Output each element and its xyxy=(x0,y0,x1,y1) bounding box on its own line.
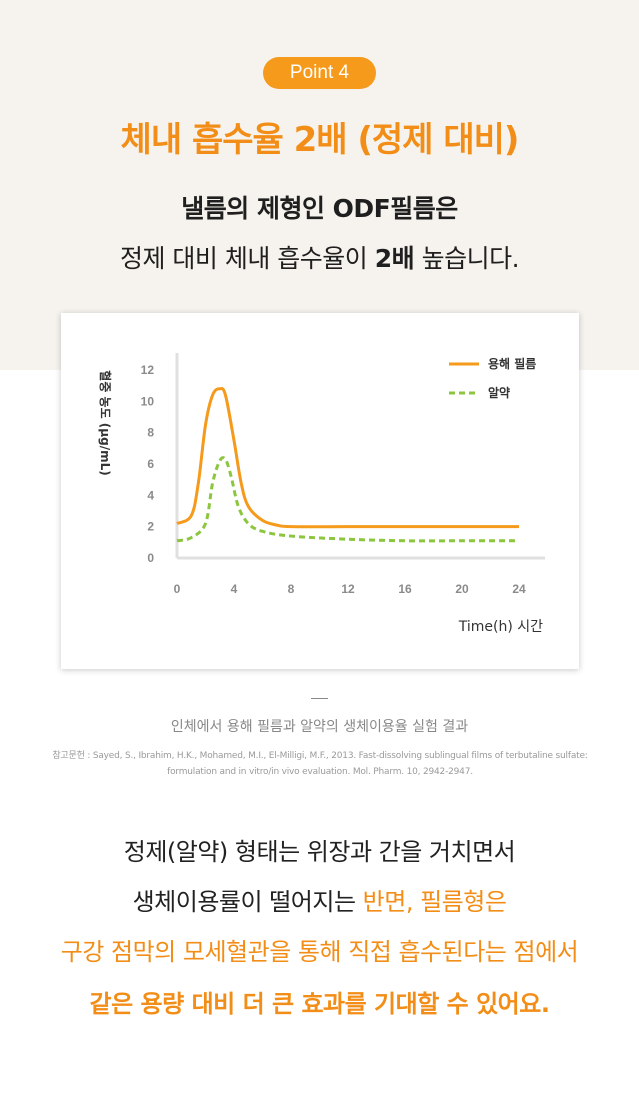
subtitle-line-2: 정제 대비 체내 흡수율이 2배 높습니다. xyxy=(0,239,639,275)
y-tick-label: 8 xyxy=(147,426,154,440)
series-line-tablet xyxy=(176,456,519,543)
body-line-1: 정제(알약) 형태는 위장과 간을 거치면서 xyxy=(123,838,516,866)
x-tick-labels: 0 4 8 12 16 20 24 xyxy=(174,582,526,596)
x-tick-label: 12 xyxy=(341,582,355,596)
legend-label-tablet: 알약 xyxy=(488,385,510,400)
subtitle-line-2-emphasis: 2배 xyxy=(374,244,415,273)
reference-citation: 참고문헌 : Sayed, S., Ibrahim, H.K., Mohamed… xyxy=(40,748,600,780)
x-tick-label: 20 xyxy=(455,582,469,596)
body-line-2-text: 생체이용률이 떨어지는 xyxy=(132,888,363,916)
x-tick-label: 0 xyxy=(174,582,181,596)
reference-line-2: formulation and in vitro/in vivo evaluat… xyxy=(167,767,473,777)
body-line-2: 생체이용률이 떨어지는 반면, 필름형은 xyxy=(0,882,639,917)
chart-card: 0 2 4 6 8 10 12 0 4 8 12 16 20 24 혈중 농도 (µg/mL) Time… xyxy=(61,313,579,669)
x-tick-label: 4 xyxy=(231,582,238,596)
y-tick-label: 6 xyxy=(147,457,154,471)
reference-line-1: 참고문헌 : Sayed, S., Ibrahim, H.K., Mohamed… xyxy=(52,751,588,761)
caption-divider xyxy=(311,698,328,699)
chart-caption: 인체에서 용해 필름과 알약의 생체이용율 실험 결과 xyxy=(170,719,469,735)
x-tick-label: 24 xyxy=(512,582,526,596)
x-tick-label: 16 xyxy=(398,582,412,596)
x-axis-label: Time(h) 시간 xyxy=(458,619,543,635)
y-tick-label: 10 xyxy=(141,394,155,408)
y-tick-label: 2 xyxy=(147,520,154,534)
subtitle-line-1: 낼름의 제형인 ODF필름은 xyxy=(181,194,458,223)
y-tick-label: 12 xyxy=(141,363,155,377)
subtitle-line-2-text: 정제 대비 체내 흡수율이 xyxy=(119,244,375,273)
x-tick-label: 8 xyxy=(288,582,295,596)
legend-label-film: 용해 필름 xyxy=(488,356,536,371)
body-line-3: 구강 점막의 모세혈관을 통해 직접 흡수된다는 점에서 xyxy=(60,938,579,966)
y-axis-label: 혈중 농도 (µg/mL) xyxy=(98,370,113,475)
point-badge: Point 4 xyxy=(263,57,376,89)
y-tick-label: 0 xyxy=(147,551,154,565)
legend: 용해 필름 알약 xyxy=(449,356,536,400)
body-line-4: 같은 용량 대비 더 큰 효과를 기대할 수 있어요. xyxy=(89,990,550,1018)
subtitle-line-2-end: 높습니다. xyxy=(414,244,520,273)
body-line-2-highlight: 반면, 필름형은 xyxy=(362,888,507,916)
y-tick-labels: 0 2 4 6 8 10 12 xyxy=(141,363,155,565)
y-tick-label: 4 xyxy=(147,488,154,502)
series-line-film xyxy=(176,387,519,529)
series-lines xyxy=(176,387,519,543)
page-title: 체내 흡수율 2배 (정제 대비) xyxy=(120,120,520,160)
